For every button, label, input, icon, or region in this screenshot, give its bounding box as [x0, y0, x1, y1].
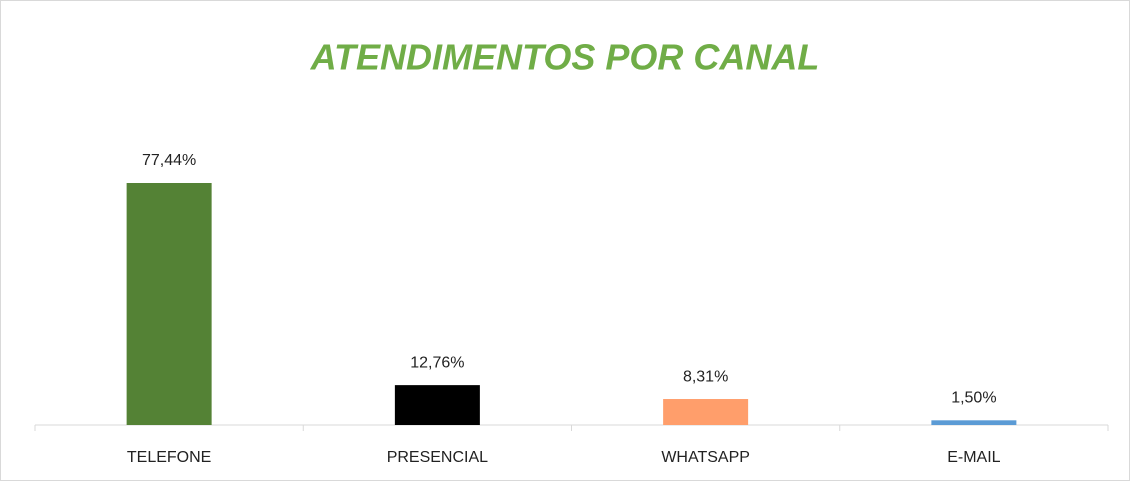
value-label: 8,31%: [683, 368, 728, 385]
x-tick-label: E-MAIL: [947, 449, 1000, 466]
bar: [663, 399, 749, 425]
value-label: 12,76%: [410, 354, 464, 371]
bar: [394, 385, 480, 425]
bar: [126, 183, 212, 425]
x-tick-label: PRESENCIAL: [387, 449, 488, 466]
x-tick-label: WHATSAPP: [661, 449, 750, 466]
x-tick-label: TELEFONE: [127, 449, 211, 466]
value-label: 1,50%: [951, 390, 996, 407]
value-label: 77,44%: [142, 152, 196, 169]
bar: [931, 420, 1017, 425]
chart-title: ATENDIMENTOS POR CANAL: [310, 37, 820, 78]
